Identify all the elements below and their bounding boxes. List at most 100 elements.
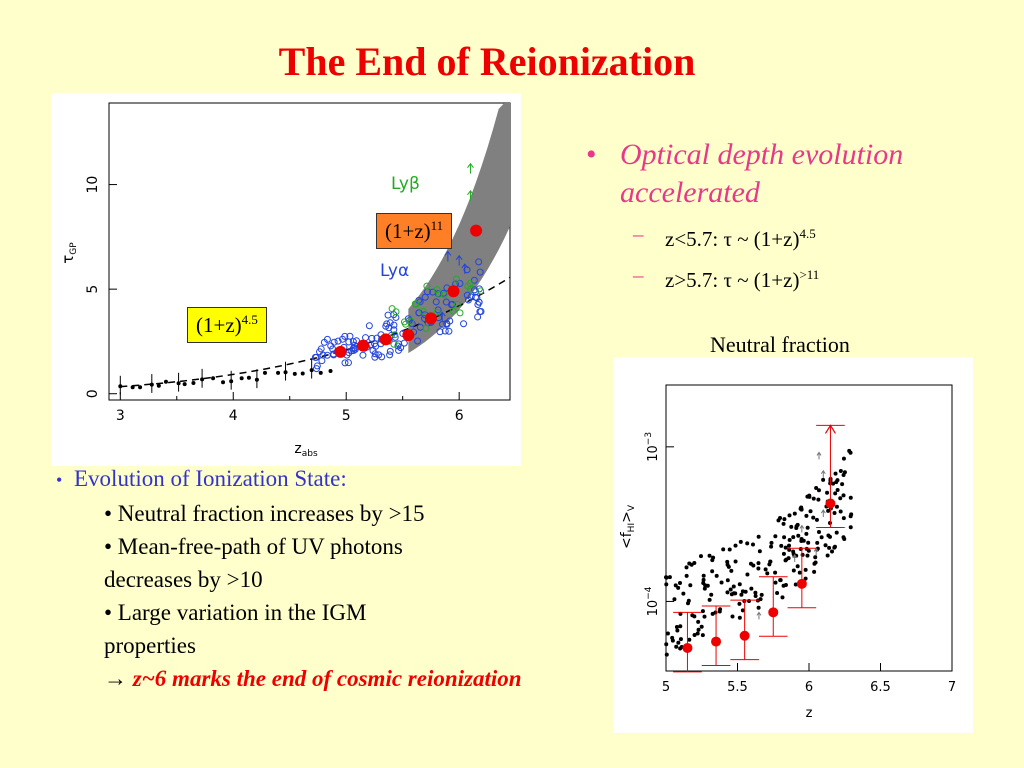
y-axis-label: τGP <box>59 242 79 264</box>
black-point <box>221 380 226 385</box>
black-point <box>676 585 681 590</box>
black-point <box>787 543 792 548</box>
black-point <box>211 376 216 381</box>
ionization-heading: • Evolution of Ionization State: <box>56 462 576 497</box>
black-point <box>725 562 730 567</box>
black-point <box>696 619 701 624</box>
black-point <box>672 597 677 602</box>
black-point <box>740 608 745 613</box>
blue-point <box>341 359 349 367</box>
black-point <box>763 567 768 572</box>
black-point <box>667 575 672 580</box>
black-point <box>692 561 697 566</box>
black-point <box>711 555 716 560</box>
black-point <box>769 544 774 549</box>
black-point <box>675 628 680 633</box>
black-point <box>792 511 797 516</box>
upper-limit-arrow <box>467 162 474 174</box>
black-point <box>778 578 783 583</box>
black-point <box>678 581 683 586</box>
black-point <box>780 595 785 600</box>
black-point <box>664 652 669 657</box>
upper-limit-arrow <box>813 547 819 556</box>
black-point <box>757 549 762 554</box>
black-point <box>783 545 788 550</box>
upper-limit-arrow <box>444 250 452 262</box>
black-point <box>702 614 707 619</box>
black-point <box>733 543 738 548</box>
plot-frame <box>108 102 511 401</box>
black-point <box>838 509 843 514</box>
black-point <box>825 490 830 495</box>
ionization-state-text: • Evolution of Ionization State: • Neutra… <box>56 462 576 695</box>
ionization-item: decreases by >10 <box>104 567 263 592</box>
upper-limit-arrow <box>467 190 474 201</box>
sub-bullet-2-exp: >11 <box>799 267 820 282</box>
blue-point <box>436 328 444 336</box>
blue-point <box>432 298 440 306</box>
black-point <box>799 539 804 544</box>
black-point <box>739 592 744 597</box>
blue-point <box>353 337 361 345</box>
black-point <box>778 515 783 520</box>
sub-bullet-2: – z>5.7: τ ~ (1+z)>11 <box>578 261 1018 294</box>
black-point <box>804 531 809 536</box>
black-point <box>800 552 805 557</box>
black-point <box>701 573 706 578</box>
bullet-dot: • <box>586 138 597 171</box>
black-point <box>318 370 323 375</box>
legend-lya: Lyα <box>380 261 409 281</box>
blue-point <box>384 311 392 319</box>
ionization-item: • Neutral fraction increases by >15 <box>104 501 425 526</box>
black-point <box>805 494 810 499</box>
annotation-power-45: (1+z)4.5 <box>187 307 267 343</box>
black-point <box>664 642 669 647</box>
x-tick-label: 6 <box>805 680 813 695</box>
black-point <box>811 496 816 501</box>
black-point <box>191 381 196 386</box>
black-point <box>791 535 796 540</box>
black-point <box>750 542 755 547</box>
sub-bullet-1-exp: 4.5 <box>799 226 816 241</box>
x-tick-label: 6.5 <box>870 680 891 695</box>
black-point <box>759 592 764 597</box>
optical-depth-plot: 3 4 5 6 0 5 10 zabs τGP Lyβ Lyα <box>59 102 511 459</box>
ionization-heading-text: Evolution of Ionization State: <box>74 466 347 491</box>
ionization-item: properties <box>104 633 196 658</box>
black-point <box>756 561 761 566</box>
sub-bullet-1-text: z<5.7: τ ~ (1+z) <box>665 227 800 251</box>
blue-point <box>390 321 398 329</box>
blue-point <box>341 332 349 340</box>
y-tick-label: 10−3 <box>644 432 661 462</box>
blue-point <box>442 298 450 306</box>
blue-point <box>349 338 357 346</box>
binned-point <box>711 636 722 647</box>
black-point <box>783 582 788 587</box>
black-point <box>833 491 838 496</box>
black-point <box>781 521 786 526</box>
black-point <box>819 535 824 540</box>
blue-point <box>320 338 328 346</box>
black-point <box>705 583 710 588</box>
black-point <box>797 570 802 575</box>
upper-limit-arrow <box>461 263 469 275</box>
upper-limit-arrow <box>816 451 822 460</box>
x-tick-label: 5.5 <box>727 680 748 695</box>
black-point <box>787 547 792 552</box>
neutral-fraction-plot: 5 5.5 6 6.5 7 10−4 10−3 z <fHI>V <box>619 384 956 721</box>
black-point <box>827 545 832 550</box>
y-tick-label: 10−4 <box>644 586 661 616</box>
black-point <box>709 592 714 597</box>
black-point <box>782 517 787 522</box>
black-point <box>670 635 675 640</box>
green-point <box>422 324 430 332</box>
black-point <box>804 513 809 518</box>
black-point <box>725 559 730 564</box>
x-axis-label: zabs <box>294 441 318 459</box>
black-point <box>674 624 679 629</box>
black-point <box>684 573 689 578</box>
black-point <box>730 614 735 619</box>
black-point <box>678 637 683 642</box>
black-point <box>707 597 712 602</box>
green-point <box>400 318 408 326</box>
